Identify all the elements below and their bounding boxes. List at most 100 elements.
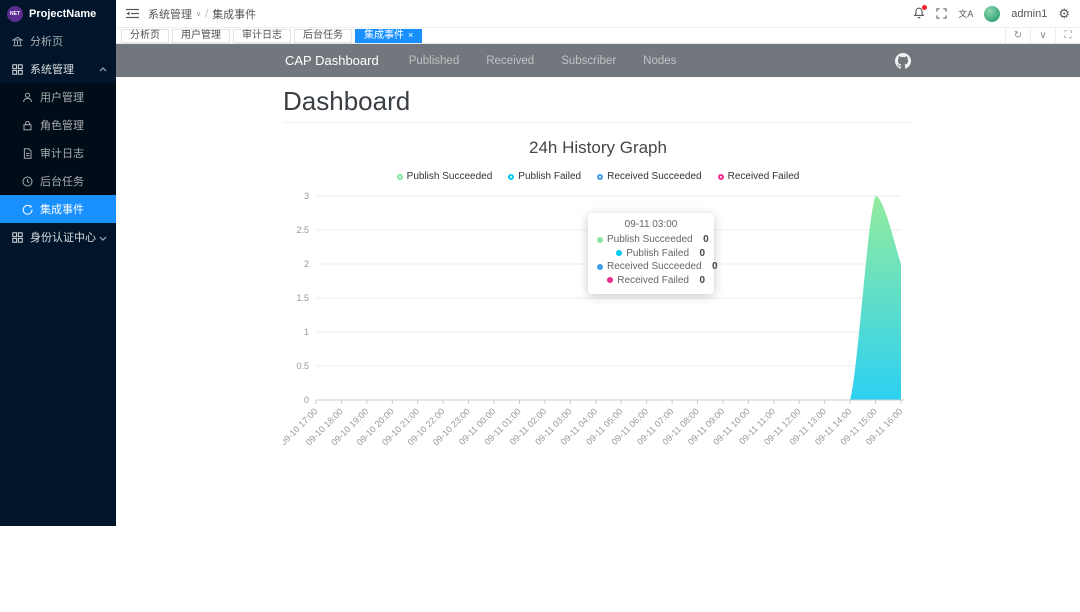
cap-navbar: CAP Dashboard Published Received Subscribe… bbox=[116, 44, 1080, 77]
legend-item[interactable]: Publish Failed bbox=[508, 171, 581, 182]
sidebar-menu: 分析页系统管理用户管理角色管理审计日志后台任务集成事件身份认证中心 bbox=[0, 27, 116, 251]
main-area: 系统管理 ∨ / 集成事件 文A admin1 ⚙ bbox=[116, 0, 1080, 526]
sidebar-item-1[interactable]: 系统管理 bbox=[0, 55, 116, 83]
expand-icon[interactable]: ⛶ bbox=[1055, 28, 1080, 43]
menu-fold-icon[interactable] bbox=[126, 8, 139, 19]
clock-icon bbox=[22, 176, 33, 187]
translate-icon[interactable]: 文A bbox=[958, 7, 973, 20]
breadcrumb-current: 集成事件 bbox=[212, 6, 256, 22]
dotnet-logo-icon: NET bbox=[7, 6, 23, 22]
tooltip-value: 0 bbox=[693, 248, 705, 259]
tooltip-value: 0 bbox=[697, 234, 709, 245]
notification-badge bbox=[922, 5, 927, 10]
sidebar-item-label: 用户管理 bbox=[40, 89, 84, 105]
tab-bar: 分析页用户管理审计日志 后台任务 集成事件 × ↻∨⛶ bbox=[116, 27, 1080, 44]
legend-label: Received Succeeded bbox=[607, 171, 702, 182]
file-icon bbox=[22, 148, 33, 159]
series-dot-icon bbox=[616, 250, 622, 256]
bell-icon[interactable] bbox=[913, 7, 925, 20]
fullscreen-icon[interactable] bbox=[936, 8, 947, 19]
appstore-icon bbox=[12, 64, 23, 75]
refresh-icon[interactable]: ↻ bbox=[1005, 28, 1030, 43]
appstore-icon bbox=[12, 232, 23, 243]
series-dot-icon bbox=[597, 237, 603, 243]
breadcrumb-parent[interactable]: 系统管理 bbox=[148, 6, 192, 22]
tooltip-label: Publish Failed bbox=[626, 248, 689, 259]
cap-nav-subscriber[interactable]: Subscriber bbox=[561, 55, 616, 67]
breadcrumb: 系统管理 ∨ / 集成事件 bbox=[148, 6, 256, 22]
chevron-down-icon: ∨ bbox=[196, 10, 201, 18]
tab-label: 集成事件 bbox=[364, 30, 404, 42]
tab-4[interactable]: 集成事件 × bbox=[355, 29, 422, 43]
app-title: ProjectName bbox=[29, 8, 96, 20]
legend-marker-icon bbox=[397, 174, 403, 180]
tab-3[interactable]: 后台任务 bbox=[294, 29, 352, 43]
bank-icon bbox=[12, 36, 23, 47]
legend-label: Received Failed bbox=[728, 171, 800, 182]
legend-item[interactable]: Publish Succeeded bbox=[397, 171, 493, 182]
sidebar-item-6[interactable]: 集成事件 bbox=[0, 195, 116, 223]
github-icon[interactable] bbox=[895, 53, 911, 69]
sidebar-item-label: 集成事件 bbox=[40, 201, 84, 217]
series-dot-icon bbox=[607, 277, 613, 283]
tab-0[interactable]: 分析页 bbox=[121, 29, 169, 43]
tooltip-label: Received Failed bbox=[617, 275, 689, 286]
legend-marker-icon bbox=[508, 174, 514, 180]
legend-item[interactable]: Received Failed bbox=[718, 171, 800, 182]
tooltip-value: 0 bbox=[706, 261, 718, 272]
user-icon bbox=[22, 92, 33, 103]
tooltip-time: 09-11 03:00 bbox=[597, 219, 705, 230]
tab-2[interactable]: 审计日志 bbox=[233, 29, 291, 43]
tab-label: 后台任务 bbox=[303, 30, 343, 42]
legend-marker-icon bbox=[597, 174, 603, 180]
sidebar-item-7[interactable]: 身份认证中心 bbox=[0, 223, 116, 251]
avatar[interactable] bbox=[984, 6, 1000, 22]
sidebar-item-label: 分析页 bbox=[30, 33, 63, 49]
svg-text:3: 3 bbox=[304, 191, 309, 201]
sidebar: NET ProjectName 分析页系统管理用户管理角色管理审计日志后台任务集… bbox=[0, 0, 116, 526]
app-logo[interactable]: NET ProjectName bbox=[0, 0, 116, 27]
chart-title: 24h History Graph bbox=[283, 138, 913, 158]
series-dot-icon bbox=[597, 264, 603, 270]
close-icon[interactable]: × bbox=[408, 31, 413, 40]
legend-label: Publish Failed bbox=[518, 171, 581, 182]
cap-nav-links: Published Received Subscriber Nodes bbox=[409, 55, 677, 67]
chevron-down-icon bbox=[99, 233, 107, 241]
sidebar-item-0[interactable]: 分析页 bbox=[0, 27, 116, 55]
tabs: 分析页用户管理审计日志 后台任务 集成事件 × bbox=[121, 28, 422, 43]
chevron-down-icon[interactable]: ∨ bbox=[1030, 28, 1055, 43]
svg-text:0.5: 0.5 bbox=[296, 361, 309, 371]
tab-label: 审计日志 bbox=[242, 30, 282, 42]
tab-1[interactable]: 用户管理 bbox=[172, 29, 230, 43]
breadcrumb-separator: / bbox=[205, 8, 208, 20]
svg-text:2: 2 bbox=[304, 259, 309, 269]
cap-nav-nodes[interactable]: Nodes bbox=[643, 55, 676, 67]
sidebar-item-5[interactable]: 后台任务 bbox=[0, 167, 116, 195]
tab-label: 分析页 bbox=[130, 30, 160, 42]
svg-text:2.5: 2.5 bbox=[296, 225, 309, 235]
settings-gear-icon[interactable]: ⚙ bbox=[1058, 7, 1070, 20]
username: admin1 bbox=[1011, 8, 1047, 20]
chart-legend: Publish Succeeded Publish Failed Received … bbox=[283, 171, 913, 182]
sidebar-item-2[interactable]: 用户管理 bbox=[0, 83, 116, 111]
lock-icon bbox=[22, 120, 33, 131]
legend-item[interactable]: Received Succeeded bbox=[597, 171, 702, 182]
sidebar-item-4[interactable]: 审计日志 bbox=[0, 139, 116, 167]
page-title: Dashboard bbox=[283, 86, 913, 123]
cap-nav-published[interactable]: Published bbox=[409, 55, 460, 67]
legend-label: Publish Succeeded bbox=[407, 171, 493, 182]
legend-marker-icon bbox=[718, 174, 724, 180]
sidebar-item-3[interactable]: 角色管理 bbox=[0, 111, 116, 139]
top-header: 系统管理 ∨ / 集成事件 文A admin1 ⚙ bbox=[116, 0, 1080, 27]
cap-nav-received[interactable]: Received bbox=[486, 55, 534, 67]
tab-controls: ↻∨⛶ bbox=[1005, 28, 1080, 43]
svg-text:1.5: 1.5 bbox=[296, 293, 309, 303]
sync-icon bbox=[22, 204, 33, 215]
cap-brand[interactable]: CAP Dashboard bbox=[285, 53, 379, 68]
